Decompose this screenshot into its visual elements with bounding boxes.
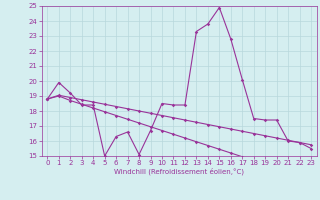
X-axis label: Windchill (Refroidissement éolien,°C): Windchill (Refroidissement éolien,°C) bbox=[114, 168, 244, 175]
